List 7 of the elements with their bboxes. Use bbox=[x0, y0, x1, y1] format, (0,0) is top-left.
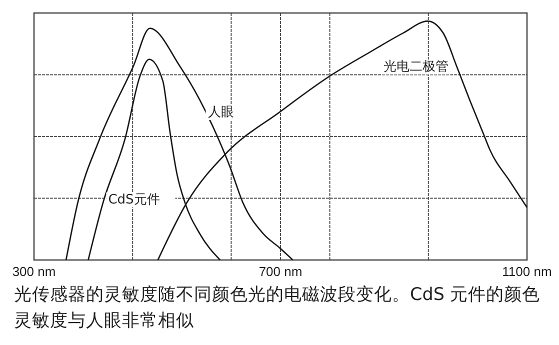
x-tick-label: 300 nm bbox=[12, 264, 56, 279]
series-label: CdS元件 bbox=[108, 192, 160, 208]
x-tick-label: 1100 nm bbox=[502, 264, 552, 279]
text: 光传感器的灵敏度随不同颜色光的电磁波段变化。CdS 元件的颜色灵敏度与人眼非常相似 bbox=[14, 284, 541, 333]
x-tick-label: 700 nm bbox=[258, 264, 302, 279]
series-label: 光电二极管 bbox=[384, 60, 449, 75]
series-label: 人眼 bbox=[208, 104, 234, 120]
